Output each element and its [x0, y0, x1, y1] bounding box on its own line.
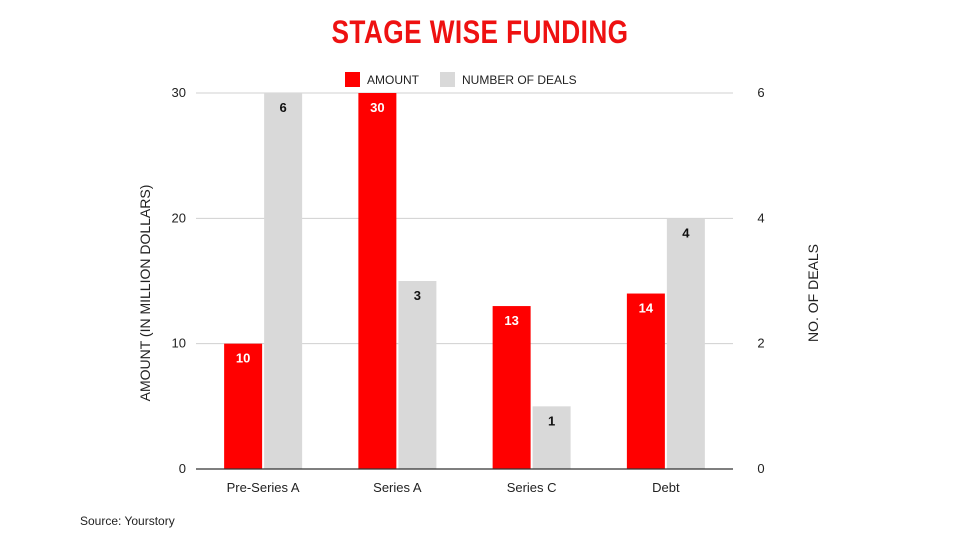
axes: 0 10 20 30 0 2 4 6 Pre-Series A Series A Series C D…: [172, 85, 765, 495]
y-tick-label-right: 0: [757, 461, 764, 476]
data-label-deals: 3: [414, 288, 421, 303]
x-tick-label: Series C: [507, 480, 557, 495]
bar-deals: [398, 281, 437, 469]
legend-swatch-amount: [345, 72, 360, 87]
bars: [224, 93, 705, 469]
x-tick-label: Pre-Series A: [227, 480, 300, 495]
legend: AMOUNT NUMBER OF DEALS: [345, 72, 577, 87]
chart-title: STAGE WISE FUNDING: [331, 14, 629, 50]
y-tick-label-left: 10: [172, 336, 186, 351]
data-label-deals: 1: [548, 413, 555, 428]
x-tick-label: Debt: [652, 480, 680, 495]
legend-label-amount: AMOUNT: [367, 73, 420, 87]
y-tick-label-left: 20: [172, 210, 186, 225]
y-tick-label-right: 2: [757, 336, 764, 351]
data-label-amount: 10: [236, 351, 250, 366]
bar-amount: [626, 293, 665, 469]
bar-amount: [224, 343, 263, 469]
bar-amount: [358, 93, 397, 469]
x-tick-label: Series A: [373, 480, 422, 495]
y-tick-label-right: 6: [757, 85, 764, 100]
bar-deals: [532, 406, 571, 469]
data-label-amount: 13: [504, 313, 518, 328]
data-label-amount: 14: [639, 301, 654, 316]
bar-deals: [264, 93, 303, 469]
y-axis-label-right: NO. OF DEALS: [805, 244, 821, 342]
legend-swatch-deals: [440, 72, 455, 87]
source-note: Source: Yourstory: [80, 514, 175, 528]
bar-deals: [666, 218, 705, 469]
data-label-deals: 4: [682, 225, 690, 240]
data-label-amount: 30: [370, 100, 384, 115]
data-label-deals: 6: [280, 100, 287, 115]
y-tick-label-left: 30: [172, 85, 186, 100]
data-labels: 10 6 30 3 13 1 14 4: [236, 100, 690, 428]
legend-label-deals: NUMBER OF DEALS: [462, 73, 577, 87]
y-tick-label-left: 0: [179, 461, 186, 476]
y-axis-label-left: AMOUNT (IN MILLION DOLLARS): [137, 185, 153, 402]
y-tick-label-right: 4: [757, 210, 764, 225]
bar-amount: [492, 306, 531, 469]
